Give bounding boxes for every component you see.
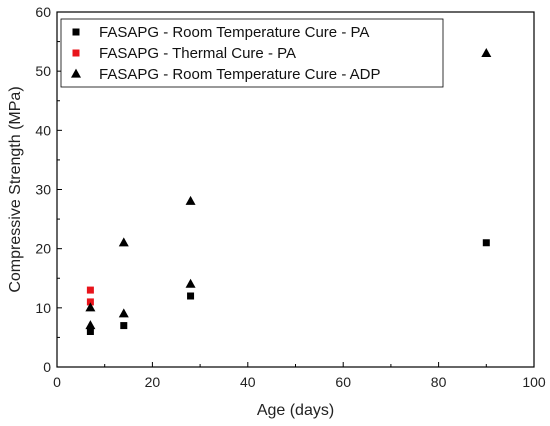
- legend-label: FASAPG - Thermal Cure - PA: [99, 45, 296, 62]
- y-tick-label: 40: [35, 122, 51, 138]
- x-tick-label: 80: [431, 374, 447, 390]
- legend-label: FASAPG - Room Temperature Cure - ADP: [99, 66, 381, 83]
- legend-item: FASAPG - Room Temperature Cure - ADP: [71, 66, 381, 83]
- data-point: [120, 322, 128, 330]
- series-2: [86, 286, 94, 306]
- x-tick-label: 0: [53, 374, 61, 390]
- legend-marker: [71, 68, 81, 78]
- axis-ticks: 0 20 40 60 80 100 0 10 20 30 40 50 60: [35, 4, 545, 390]
- x-axis-title: Age (days): [257, 402, 334, 419]
- data-point: [185, 195, 196, 205]
- series-1: [86, 239, 490, 335]
- legend-box: [60, 18, 444, 88]
- data-point: [85, 320, 96, 330]
- y-axis-title: Compressive Strength (MPa): [7, 86, 24, 292]
- x-tick-label: 20: [145, 374, 161, 390]
- y-tick-label: 10: [35, 300, 51, 316]
- x-tick-label: 100: [522, 374, 546, 390]
- data-point: [118, 237, 129, 247]
- y-tick-label: 30: [35, 182, 51, 198]
- data-point: [85, 302, 96, 312]
- x-tick-label: 40: [240, 374, 256, 390]
- data-point: [482, 239, 490, 247]
- series-3: [85, 48, 492, 330]
- data-point: [86, 286, 94, 294]
- legend-item: FASAPG - Thermal Cure - PA: [72, 45, 296, 62]
- legend: FASAPG - Room Temperature Cure - PA FASAP…: [60, 18, 444, 88]
- data-point: [86, 328, 94, 335]
- y-tick-label: 0: [43, 359, 51, 375]
- y-tick-label: 50: [35, 63, 51, 79]
- data-point: [118, 308, 129, 318]
- data-point: [86, 298, 94, 306]
- data-point: [187, 292, 195, 300]
- legend-item: FASAPG - Room Temperature Cure - PA: [72, 24, 369, 41]
- data-point: [481, 48, 492, 58]
- legend-label: FASAPG - Room Temperature Cure - PA: [99, 24, 369, 41]
- y-tick-label: 20: [35, 241, 51, 257]
- legend-marker: [72, 28, 80, 36]
- y-tick-label: 60: [35, 4, 51, 20]
- legend-marker: [72, 49, 80, 57]
- data-point: [185, 278, 196, 288]
- data-marks: [85, 48, 492, 335]
- x-tick-label: 60: [335, 374, 351, 390]
